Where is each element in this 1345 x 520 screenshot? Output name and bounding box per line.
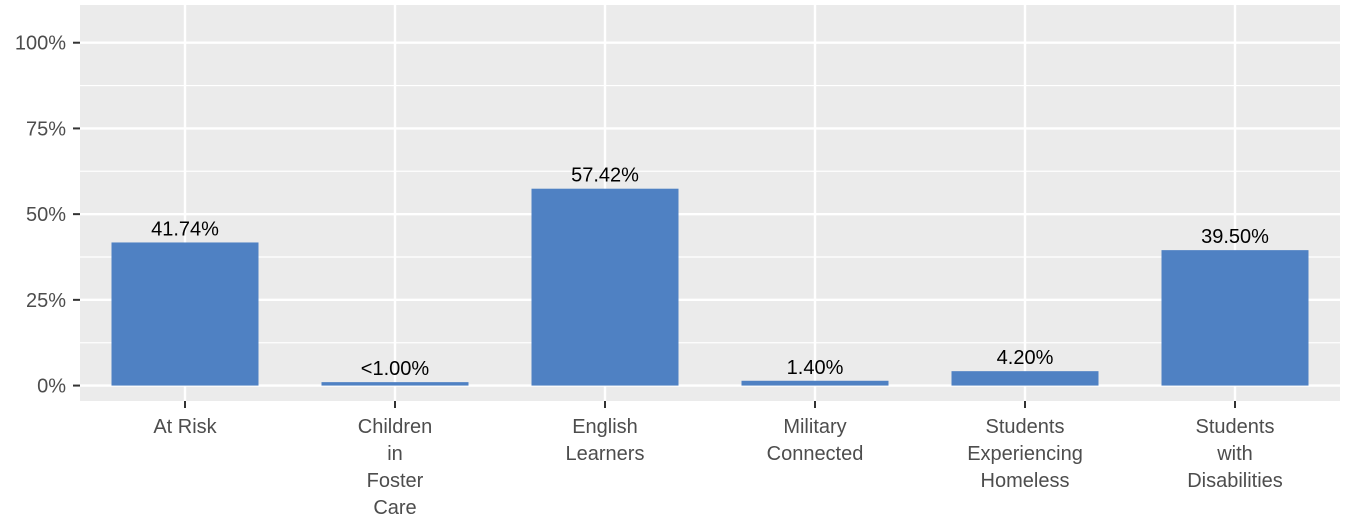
y-axis: 0% 25% 50% 75% 100%	[15, 33, 80, 398]
data-label: <1.00%	[361, 358, 430, 380]
grid-minor	[80, 84, 1340, 344]
y-tick-label: 100%	[15, 33, 66, 55]
data-labels: 41.74% <1.00% 57.42% 1.40% 4.20% 39.50%	[151, 165, 1269, 380]
x-tick-label: English Learners	[566, 416, 645, 465]
x-tick-label: Students with Disabilities	[1187, 416, 1283, 492]
x-tick-label-line: At Risk	[153, 416, 217, 438]
x-tick-label-line: Care	[373, 497, 416, 519]
y-tick-label: 0%	[37, 376, 66, 398]
data-label: 4.20%	[997, 347, 1054, 369]
x-tick-label-line: Foster	[367, 470, 424, 492]
data-label: 57.42%	[571, 165, 639, 187]
data-label: 41.74%	[151, 218, 219, 240]
x-tick-label-line: Students	[986, 416, 1065, 438]
bar	[321, 382, 469, 386]
y-tick-label: 50%	[26, 204, 66, 226]
x-tick-label-line: Learners	[566, 443, 645, 465]
x-tick-label-line: Homeless	[981, 470, 1070, 492]
bar	[951, 371, 1099, 386]
x-tick-label-line: Experiencing	[967, 443, 1083, 465]
x-tick-label-line: with	[1216, 443, 1253, 465]
x-tick-label: At Risk	[153, 416, 217, 438]
x-tick-label-line: Disabilities	[1187, 470, 1283, 492]
x-tick-label-line: Connected	[767, 443, 864, 465]
x-tick-label-line: English	[572, 416, 638, 438]
bar	[531, 188, 679, 386]
y-tick-label: 75%	[26, 118, 66, 140]
grid-major	[80, 5, 1340, 401]
x-tick-label: Students Experiencing Homeless	[967, 416, 1083, 492]
bar	[1161, 250, 1309, 386]
x-tick-label-line: Children	[358, 416, 432, 438]
bars	[111, 188, 1309, 386]
data-label: 39.50%	[1201, 226, 1269, 248]
bar	[111, 242, 259, 386]
x-axis: At Risk Children in Foster Care English Learne…	[153, 401, 1283, 519]
x-tick-label: Children in Foster Care	[358, 416, 432, 519]
plot-panel	[80, 5, 1340, 401]
data-label: 1.40%	[787, 357, 844, 379]
x-tick-label-line: in	[387, 443, 403, 465]
bar	[741, 380, 889, 386]
x-tick-label-line: Military	[783, 416, 846, 438]
x-tick-label: Military Connected	[767, 416, 864, 465]
x-tick-label-line: Students	[1196, 416, 1275, 438]
y-tick-label: 25%	[26, 290, 66, 312]
